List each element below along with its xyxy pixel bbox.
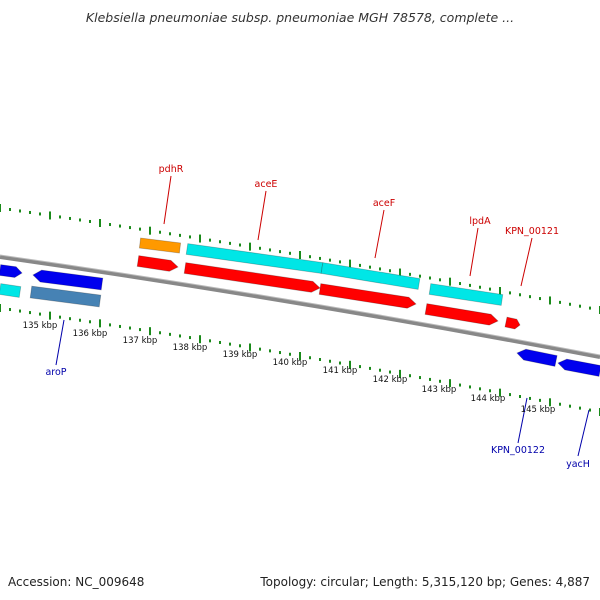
- aroP-cds-feature[interactable]: [29, 285, 102, 308]
- pdhR-cds-feature[interactable]: [136, 255, 179, 272]
- leader-line-aroP: [55, 319, 65, 366]
- scale-label-143: 143 kbp: [422, 385, 457, 395]
- chromosome-backbone: [0, 255, 600, 359]
- scale-label-142: 142 kbp: [373, 375, 408, 385]
- aceF-gene-feature[interactable]: [320, 262, 421, 290]
- aceE-cds-feature[interactable]: [183, 262, 321, 293]
- scale-label-144: 144 kbp: [471, 394, 506, 404]
- KPN-00122-gene-feature[interactable]: [516, 348, 558, 367]
- pdhR-gene-feature[interactable]: [138, 237, 182, 254]
- map-title: Klebsiella pneumoniae subsp. pneumoniae …: [86, 10, 514, 25]
- gene-label-aroP[interactable]: aroP: [45, 367, 66, 378]
- gene-labels-top: pdhR aceE aceF lpdA KPN_00121: [159, 164, 559, 237]
- lower-tick-ruler: [0, 304, 600, 416]
- lpdA-gene-feature[interactable]: [428, 283, 504, 306]
- scale-label-141: 141 kbp: [323, 366, 358, 376]
- gene-label-KPN-00121[interactable]: KPN_00121: [505, 226, 559, 237]
- scale-labels: 135 kbp 136 kbp 137 kbp 138 kbp 139 kbp …: [23, 321, 556, 415]
- leader-line-aceF: [374, 209, 385, 259]
- gene-label-aceF[interactable]: aceF: [373, 198, 395, 209]
- scale-label-145: 145 kbp: [521, 405, 556, 415]
- gene-label-aceE[interactable]: aceE: [255, 179, 278, 190]
- KPN-00121-cds-feature[interactable]: [504, 316, 521, 330]
- scale-label-138: 138 kbp: [173, 343, 208, 353]
- left-edge-blue-feature[interactable]: [0, 264, 23, 278]
- leader-line-pdhR: [163, 175, 172, 225]
- scale-label-136: 136 kbp: [73, 329, 108, 339]
- scale-label-137: 137 kbp: [123, 336, 158, 346]
- yacH-gene-feature[interactable]: [557, 358, 600, 377]
- gene-label-KPN-00122[interactable]: KPN_00122: [491, 445, 545, 456]
- leader-line-lpdA: [469, 227, 479, 277]
- scale-label-139: 139 kbp: [223, 350, 258, 360]
- gene-label-yacH[interactable]: yacH: [566, 459, 590, 470]
- gene-features: [0, 237, 600, 377]
- leader-line-KPN-00121: [520, 237, 533, 287]
- aceF-cds-feature[interactable]: [318, 283, 417, 309]
- scale-label-135: 135 kbp: [23, 321, 58, 331]
- gene-label-pdhR[interactable]: pdhR: [159, 164, 184, 175]
- leader-line-aceE: [257, 190, 267, 241]
- scale-label-140: 140 kbp: [273, 358, 308, 368]
- chromosome-backbone-highlight: [0, 254, 600, 356]
- leader-line-KPN-00122: [517, 397, 528, 444]
- accession-text: Accession: NC_009648: [8, 575, 144, 589]
- gene-label-lpdA[interactable]: lpdA: [469, 216, 491, 227]
- gene-labels-bottom: aroP KPN_00122 yacH: [45, 367, 589, 470]
- leader-line-yacH: [577, 409, 590, 457]
- genome-summary-text: Topology: circular; Length: 5,315,120 bp…: [259, 575, 590, 589]
- left-edge-cyan-feature[interactable]: [0, 283, 22, 298]
- upper-tick-ruler: [0, 204, 600, 314]
- lpdA-cds-feature[interactable]: [424, 303, 499, 326]
- aroP-gene-feature[interactable]: [32, 269, 104, 291]
- label-leader-lines: [55, 175, 590, 457]
